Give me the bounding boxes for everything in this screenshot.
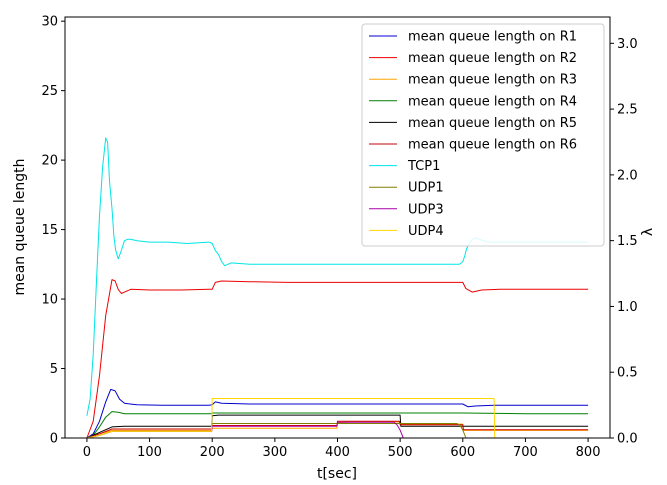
y-tick-label: 10 (41, 293, 58, 308)
series-line-1 (86, 388, 589, 439)
y-tick-label: 5 (50, 362, 58, 377)
plot-lines (86, 137, 589, 439)
legend-label: mean queue length on R5 (408, 116, 577, 131)
legend-label: mean queue length on R6 (408, 138, 577, 153)
y2-tick-label: 0.0 (617, 432, 638, 447)
y-axis-right: 0.0 0.5 1.0 1.5 2.0 2.5 3.0 (610, 37, 638, 447)
x-tick-label: 500 (388, 445, 413, 460)
x-tick-label: 700 (513, 445, 538, 460)
series-line-6 (86, 420, 589, 439)
legend-label: mean queue length on R1 (408, 30, 577, 45)
y-axis-left: 0 5 10 15 20 25 30 (41, 15, 65, 447)
legend-label: mean queue length on R4 (408, 94, 577, 109)
y2-axis-label: λ (640, 228, 656, 236)
y2-tick-label: 2.0 (617, 168, 638, 183)
y2-tick-label: 1.0 (617, 300, 638, 315)
y2-tick-label: 2.5 (617, 103, 638, 118)
x-axis-label: t[sec] (317, 466, 357, 482)
y-axis-label: mean queue length (12, 158, 28, 295)
legend-label: UDP3 (408, 202, 444, 217)
x-tick-label: 600 (450, 445, 475, 460)
legend-box (361, 23, 605, 247)
series-line-2 (86, 279, 589, 439)
legend-label: mean queue length on R2 (408, 51, 577, 66)
legend-label: UDP1 (408, 181, 444, 196)
x-tick-label: 100 (137, 445, 162, 460)
legend-label: mean queue length on R3 (408, 73, 577, 88)
x-tick-label: 800 (576, 445, 601, 460)
y-tick-label: 15 (41, 223, 58, 238)
x-tick-label: 200 (200, 445, 225, 460)
y2-tick-label: 1.5 (617, 234, 638, 249)
y-tick-label: 25 (41, 84, 58, 99)
legend-label: UDP4 (408, 224, 444, 239)
legend-label: TCP1 (407, 159, 440, 174)
legend: mean queue length on R1 mean queue length… (361, 23, 605, 247)
y-tick-label: 30 (41, 15, 58, 30)
x-tick-label: 400 (325, 445, 350, 460)
y-tick-label: 0 (50, 432, 58, 447)
x-tick-label: 300 (262, 445, 287, 460)
series-line-7 (86, 137, 589, 416)
series-line-10 (86, 398, 589, 439)
y-tick-label: 20 (41, 154, 58, 169)
y2-tick-label: 0.5 (617, 366, 638, 381)
x-tick-label: 0 (83, 445, 91, 460)
y2-tick-label: 3.0 (617, 37, 638, 52)
series-line-4 (86, 411, 589, 439)
x-axis: 0 100 200 300 400 500 600 700 800 (83, 438, 601, 460)
